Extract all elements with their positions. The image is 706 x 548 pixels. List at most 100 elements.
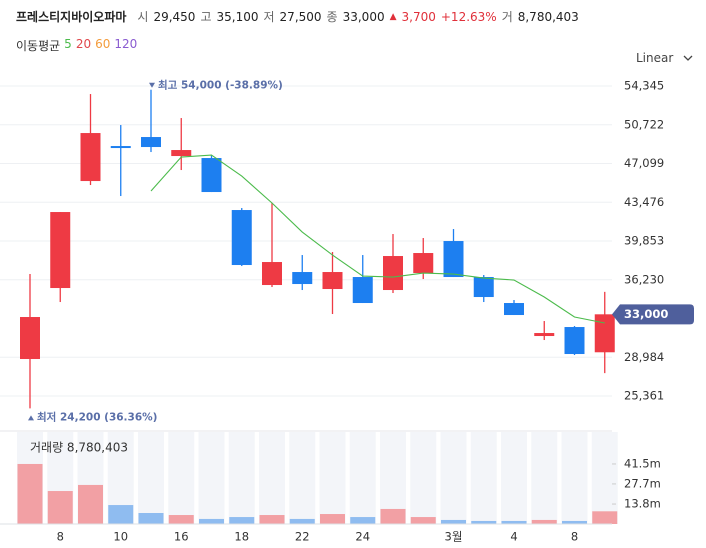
volume-tick-label: 13.8m [624, 497, 661, 511]
volume-tick-label: 27.7m [624, 476, 661, 490]
candle-body [292, 272, 313, 285]
candle-body [534, 333, 555, 337]
y-tick-label: 47,099 [624, 156, 664, 170]
volume-bar [17, 463, 43, 524]
annotation-text: 최고 54,000 (-38.89%) [158, 79, 283, 92]
stat-value: 27,500 [279, 9, 322, 24]
volume-bar [350, 517, 376, 524]
stat-value: 29,450 [153, 9, 196, 24]
y-tick-label: 43,476 [624, 195, 664, 209]
volume-bar [380, 508, 406, 524]
candle-body [504, 303, 524, 316]
x-tick-label: 8 [57, 530, 64, 544]
scale-label: Linear [636, 51, 674, 65]
volume-column-bg [380, 432, 406, 524]
volume-column-bg [561, 432, 588, 524]
scale-dropdown[interactable]: Linear [636, 51, 693, 65]
volume-column-bg [410, 432, 437, 524]
candle-body [594, 314, 615, 353]
volume-column-bg [349, 432, 376, 524]
x-tick-label: 16 [174, 530, 189, 544]
ma-legend: 이동평균 5 20 60 120 [16, 37, 137, 54]
stat-label: 종 [326, 10, 338, 24]
ma-legend-entry[interactable]: 120 [114, 37, 138, 51]
volume-column-bg [259, 432, 285, 524]
y-tick-label: 39,853 [624, 234, 664, 248]
x-tick-label: 4 [510, 530, 517, 544]
candle-body [141, 137, 161, 148]
volume-column-bg [228, 432, 255, 524]
volume-bar [441, 519, 466, 524]
ma-legend-entry[interactable]: 5 [64, 37, 72, 51]
ma-legend-entry[interactable]: 60 [95, 37, 111, 51]
volume-column-bg [319, 432, 346, 524]
y-tick-label: 25,361 [624, 389, 664, 403]
candle-body [110, 146, 131, 149]
candle-body [50, 212, 71, 289]
y-tick-label: 50,722 [624, 117, 664, 131]
stock-name: 프레스티지바이오파마 [16, 10, 127, 24]
stat-value: 8,780,403 [517, 9, 579, 24]
volume-column-bg [138, 432, 164, 524]
volume-bar [168, 515, 194, 524]
change-pct: +12.63% [440, 9, 497, 24]
volume-bar [229, 517, 255, 524]
last-price-label: 33,000 [624, 307, 668, 321]
x-tick-label: 22 [295, 530, 310, 544]
candle-body [473, 277, 494, 298]
volume-column-bg [289, 432, 316, 524]
stat-label: 시 [137, 10, 149, 24]
candle-body [383, 256, 403, 291]
volume-bar [562, 520, 587, 524]
volume-bar [289, 518, 315, 524]
stat-label: 저 [263, 10, 275, 24]
volume-bar [531, 519, 557, 524]
volume-column-bg [198, 432, 225, 524]
volume-column-bg [107, 432, 134, 524]
volume-bar [410, 517, 436, 524]
volume-bar [47, 491, 73, 524]
header: 프레스티지바이오파마 시 29,450 고 35,100 저 27,500 종 33,0… [16, 8, 579, 25]
volume-bar [78, 484, 103, 524]
volume-tick-label: 41.5m [624, 456, 661, 470]
annotation-arrow [149, 82, 155, 88]
candle-body [80, 133, 101, 182]
volume-title: 거래량 8,780,403 [30, 441, 128, 455]
annotation-arrow [28, 415, 34, 421]
volume-bar [501, 520, 527, 524]
x-tick-label: 8 [571, 530, 578, 544]
volume-bar [138, 513, 164, 524]
last-price-tag [612, 304, 694, 325]
candle-body [231, 210, 252, 266]
x-tick-label: 3월 [445, 530, 463, 544]
volume-bar [471, 520, 497, 524]
chevron [683, 55, 693, 61]
candle-body [443, 241, 464, 278]
stat-label: 고 [200, 10, 212, 24]
volume-column-bg [47, 432, 74, 524]
stat-value: 35,100 [216, 9, 259, 24]
stat-label: 거 [501, 10, 513, 24]
volume-bar [592, 511, 618, 524]
ma-legend-entry[interactable]: 20 [75, 37, 92, 51]
candle-body [352, 277, 373, 304]
volume-bar [259, 515, 285, 524]
up-arrow: ▲ [389, 11, 397, 22]
volume-column-bg [501, 432, 527, 524]
candle-body [262, 262, 282, 286]
volume-bar [320, 514, 345, 524]
volume-bar [108, 505, 134, 524]
annotation-text: 최저 24,200 (36.36%) [37, 410, 157, 423]
volume-column-bg [77, 432, 104, 524]
ma-line [150, 154, 605, 324]
volume-column-bg [17, 432, 43, 524]
candle-body [171, 150, 192, 157]
y-tick-label: 36,230 [624, 272, 664, 286]
volume-column-bg [591, 432, 618, 524]
volume-column-bg [531, 432, 558, 524]
x-tick-label: 18 [234, 530, 249, 544]
candle-body [413, 253, 434, 274]
y-tick-label: 54,345 [624, 79, 664, 93]
